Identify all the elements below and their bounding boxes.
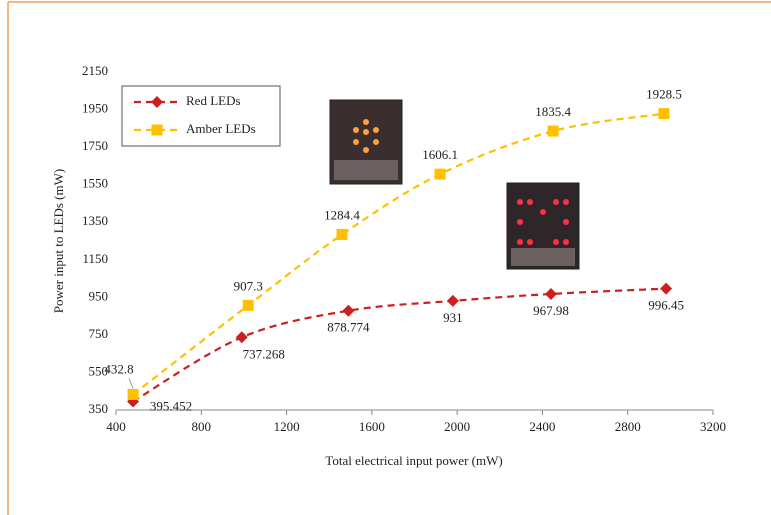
point — [342, 304, 355, 317]
y-tick-label: 350 — [89, 401, 109, 416]
legend-marker — [151, 96, 163, 108]
series-line — [132, 112, 665, 396]
point — [127, 388, 139, 400]
x-tick-label: 800 — [192, 419, 212, 434]
y-tick-label: 1750 — [82, 138, 108, 153]
point — [544, 287, 557, 300]
x-tick-label: 1200 — [274, 419, 300, 434]
x-tick-label: 400 — [106, 419, 126, 434]
point — [547, 125, 559, 137]
point — [660, 282, 673, 295]
x-tick-label: 2400 — [529, 419, 555, 434]
value-label: 737.268 — [243, 346, 285, 361]
x-tick-label: 3200 — [700, 419, 726, 434]
legend-label: Red LEDs — [186, 93, 241, 108]
value-label: 907.3 — [234, 278, 263, 293]
y-axis-title: Power input to LEDs (mW) — [51, 169, 66, 313]
y-tick-label: 1350 — [82, 213, 108, 228]
value-label: 395.452 — [150, 398, 192, 413]
legend: Red LEDs Amber LEDs — [121, 85, 281, 147]
value-label: 1835.4 — [535, 104, 571, 119]
series-line — [132, 287, 667, 403]
point — [446, 294, 459, 307]
red-photo — [506, 182, 580, 270]
legend-box — [121, 85, 281, 147]
y-tick-label: 750 — [89, 326, 109, 341]
value-label: 1928.5 — [646, 87, 682, 102]
point — [235, 331, 248, 344]
x-tick-label: 1600 — [359, 419, 385, 434]
y-tick-label: 1950 — [82, 101, 108, 116]
point — [658, 108, 670, 120]
value-label: 1284.4 — [324, 208, 360, 223]
value-label: 967.98 — [533, 303, 569, 318]
value-label: 1606.1 — [422, 147, 458, 162]
point — [434, 168, 446, 180]
x-tick-label: 2000 — [444, 419, 470, 434]
y-tick-label: 950 — [89, 288, 109, 303]
legend-label: Amber LEDs — [186, 121, 256, 136]
y-tick-label: 550 — [89, 363, 109, 378]
point — [242, 299, 254, 311]
value-label: 432.8 — [104, 361, 133, 376]
y-tick-label: 2150 — [82, 63, 108, 78]
leader-line — [128, 378, 134, 389]
value-label: 878.774 — [327, 320, 370, 335]
value-label: 996.45 — [648, 298, 684, 313]
legend-marker — [151, 124, 163, 136]
y-tick-label: 1550 — [82, 176, 108, 191]
x-axis-title: Total electrical input power (mW) — [325, 453, 502, 468]
amber-photo — [329, 99, 403, 185]
x-tick-label: 2800 — [615, 419, 641, 434]
point — [336, 229, 348, 241]
y-tick-label: 1150 — [82, 251, 108, 266]
value-label: 931 — [443, 310, 463, 325]
